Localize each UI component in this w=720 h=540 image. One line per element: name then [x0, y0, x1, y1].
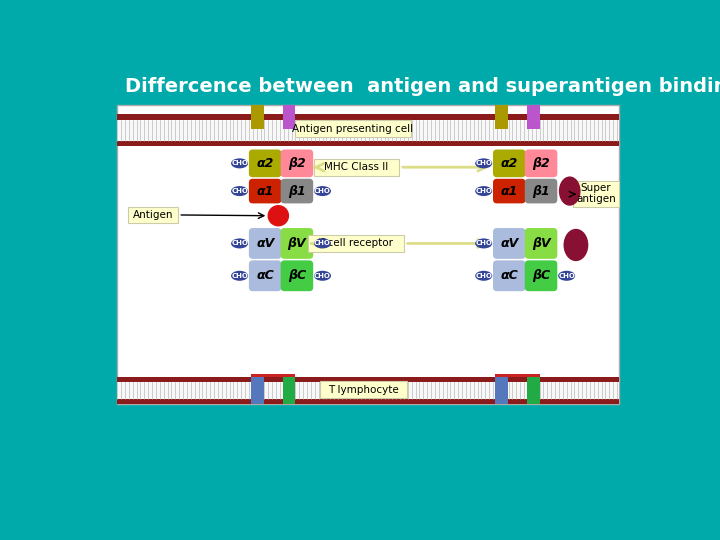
Ellipse shape	[559, 177, 580, 206]
FancyBboxPatch shape	[493, 150, 526, 177]
Text: α1: α1	[256, 185, 274, 198]
FancyBboxPatch shape	[281, 260, 313, 291]
Text: βC: βC	[532, 269, 550, 282]
Text: αV: αV	[500, 237, 518, 250]
Bar	[251, 374, 295, 377]
Text: αV: αV	[256, 237, 274, 250]
Bar	[527, 374, 539, 403]
Text: α1: α1	[500, 185, 518, 198]
Bar	[495, 374, 508, 403]
Bar	[117, 120, 619, 140]
Text: Antigen presenting cell: Antigen presenting cell	[292, 124, 413, 134]
Text: T lymphocyte: T lymphocyte	[328, 384, 399, 395]
FancyBboxPatch shape	[294, 120, 411, 137]
Ellipse shape	[314, 239, 331, 248]
Text: CHO: CHO	[231, 160, 248, 166]
Bar	[251, 105, 264, 130]
FancyBboxPatch shape	[493, 228, 526, 259]
Bar	[117, 399, 619, 403]
Ellipse shape	[475, 158, 492, 168]
Bar	[117, 105, 619, 403]
FancyBboxPatch shape	[525, 228, 557, 259]
Ellipse shape	[564, 229, 588, 261]
Text: αC: αC	[500, 269, 518, 282]
Text: β1: β1	[288, 185, 306, 198]
Bar	[495, 105, 508, 130]
Ellipse shape	[314, 271, 331, 281]
FancyBboxPatch shape	[281, 179, 313, 204]
Ellipse shape	[475, 239, 492, 248]
Ellipse shape	[475, 271, 492, 281]
FancyBboxPatch shape	[307, 235, 404, 252]
Text: antigen: antigen	[576, 194, 616, 204]
FancyBboxPatch shape	[525, 150, 557, 177]
FancyBboxPatch shape	[525, 260, 557, 291]
Text: β2: β2	[288, 157, 306, 170]
FancyBboxPatch shape	[493, 260, 526, 291]
Bar	[251, 374, 264, 403]
Text: CHO: CHO	[231, 188, 248, 194]
Text: CHO: CHO	[231, 240, 248, 246]
Bar	[283, 374, 295, 403]
FancyBboxPatch shape	[573, 181, 619, 207]
Text: αC: αC	[256, 269, 274, 282]
Ellipse shape	[231, 239, 248, 248]
FancyBboxPatch shape	[281, 228, 313, 259]
Bar	[117, 114, 619, 120]
Bar	[283, 105, 295, 130]
Text: β2: β2	[532, 157, 550, 170]
Text: CHO: CHO	[314, 240, 331, 246]
FancyBboxPatch shape	[493, 179, 526, 204]
Text: CHO: CHO	[314, 188, 331, 194]
Ellipse shape	[231, 271, 248, 281]
Text: Super: Super	[581, 183, 611, 193]
Bar	[117, 382, 619, 399]
Ellipse shape	[475, 186, 492, 196]
Text: CHO: CHO	[475, 240, 492, 246]
Text: CHO: CHO	[314, 273, 331, 279]
Text: CHO: CHO	[558, 273, 575, 279]
Text: MHC Class II: MHC Class II	[325, 162, 389, 172]
Circle shape	[269, 206, 289, 226]
FancyBboxPatch shape	[314, 159, 399, 176]
FancyBboxPatch shape	[281, 150, 313, 177]
Ellipse shape	[231, 158, 248, 168]
Text: βV: βV	[287, 237, 306, 250]
FancyBboxPatch shape	[525, 179, 557, 204]
Text: CHO: CHO	[475, 273, 492, 279]
Bar	[117, 377, 619, 382]
Text: βC: βC	[288, 269, 306, 282]
Ellipse shape	[558, 271, 575, 281]
Bar	[527, 105, 539, 130]
Ellipse shape	[314, 186, 331, 196]
FancyBboxPatch shape	[128, 207, 178, 222]
Bar	[495, 374, 539, 377]
Text: CHO: CHO	[231, 273, 248, 279]
Text: CHO: CHO	[475, 188, 492, 194]
Text: βV: βV	[532, 237, 550, 250]
Ellipse shape	[231, 186, 248, 196]
FancyBboxPatch shape	[249, 260, 282, 291]
Text: Differcence between  antigen and superantigen binding: Differcence between antigen and superant…	[125, 77, 720, 96]
Text: CHO: CHO	[475, 160, 492, 166]
Text: α2: α2	[256, 157, 274, 170]
Text: α2: α2	[500, 157, 518, 170]
Text: β1: β1	[532, 185, 550, 198]
Bar	[117, 140, 619, 146]
FancyBboxPatch shape	[249, 228, 282, 259]
FancyBboxPatch shape	[249, 150, 282, 177]
FancyBboxPatch shape	[249, 179, 282, 204]
Text: Antigen: Antigen	[132, 210, 173, 220]
FancyBboxPatch shape	[320, 381, 407, 398]
Text: T cell receptor: T cell receptor	[318, 239, 393, 248]
